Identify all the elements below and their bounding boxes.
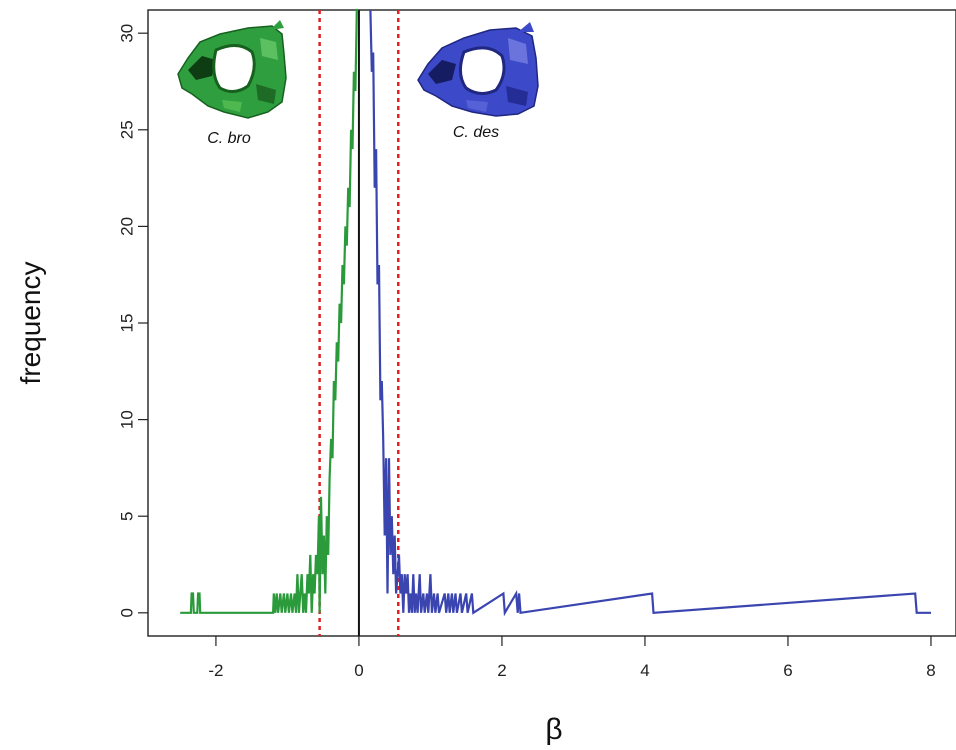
y-tick-label: 15 — [117, 314, 136, 333]
label-c-des: C. des — [453, 124, 499, 141]
skull-c-bro-image — [177, 20, 287, 119]
x-tick-label: 0 — [354, 661, 363, 680]
y-tick-label: 25 — [117, 120, 136, 139]
x-tick-label: 8 — [926, 661, 935, 680]
x-tick-label: 4 — [640, 661, 649, 680]
x-tick-label: -2 — [208, 661, 223, 680]
y-tick-label: 0 — [117, 608, 136, 617]
x-axis-title: β — [545, 713, 562, 746]
y-tick-label: 10 — [117, 410, 136, 429]
x-axis-ticks: -2 0 2 4 6 8 — [208, 636, 936, 680]
series-line-0 — [180, 8, 359, 614]
label-c-bro: C. bro — [207, 130, 251, 147]
y-axis-ticks: 0 5 10 15 20 25 30 — [117, 24, 148, 618]
y-axis-title: frequency — [15, 262, 46, 385]
y-tick-label: 5 — [117, 511, 136, 520]
series-line-1 — [369, 9, 931, 617]
skull-c-des-image — [417, 22, 539, 117]
y-tick-label: 20 — [117, 217, 136, 236]
x-tick-label: 6 — [783, 661, 792, 680]
y-tick-label: 30 — [117, 24, 136, 43]
x-tick-label: 2 — [497, 661, 506, 680]
data-series — [180, 8, 931, 617]
